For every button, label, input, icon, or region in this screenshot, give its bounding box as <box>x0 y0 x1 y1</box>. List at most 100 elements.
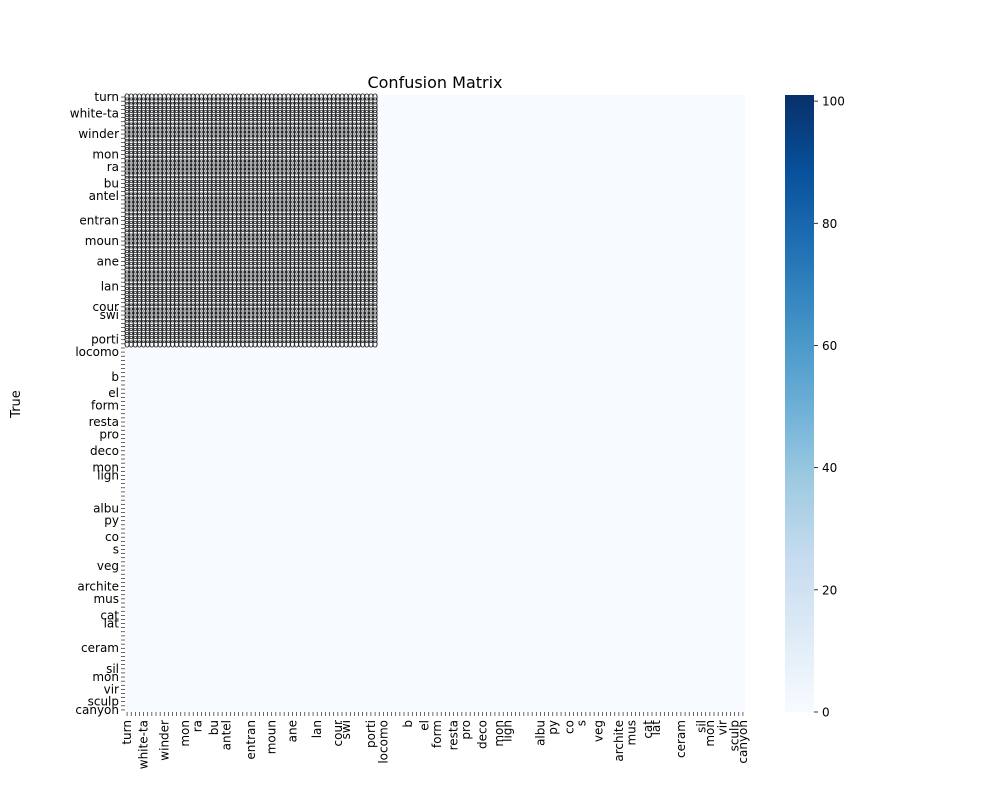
x-tick-label: turn <box>120 720 134 745</box>
cell-annotation: 0 <box>256 121 262 132</box>
cell-annotation: 0 <box>331 138 337 149</box>
cell-annotation: 0 <box>215 134 221 145</box>
cell-annotation: 0 <box>359 109 365 120</box>
cell-annotation: 0 <box>310 130 316 141</box>
cell-annotation: 0 <box>235 130 241 141</box>
cell-annotation: 0 <box>297 93 303 104</box>
cell-annotation: 0 <box>153 138 159 149</box>
cell-annotation: 0 <box>215 146 221 157</box>
cell-annotation: 0 <box>165 130 171 141</box>
cell-annotation: 0 <box>368 142 374 153</box>
cell-annotation: 0 <box>153 113 159 124</box>
cell-annotation: 0 <box>186 101 192 112</box>
cell-annotation: 0 <box>343 97 349 108</box>
cell-annotation: 0 <box>331 121 337 132</box>
cell-annotation: 0 <box>273 142 279 153</box>
x-tick-label: antel <box>219 720 233 750</box>
cell-annotation: 0 <box>161 97 167 108</box>
cell-annotation: 0 <box>198 105 204 116</box>
cell-annotation: 0 <box>293 101 299 112</box>
cell-annotation: 0 <box>285 138 291 149</box>
cell-annotation: 0 <box>252 121 258 132</box>
cell-annotation: 0 <box>260 142 266 153</box>
cell-annotation: 0 <box>289 138 295 149</box>
cell-annotation: 0 <box>153 105 159 116</box>
cell-annotation: 0 <box>235 97 241 108</box>
cell-annotation: 0 <box>182 125 188 136</box>
cell-annotation: 0 <box>227 93 233 104</box>
cell-annotation: 0 <box>289 125 295 136</box>
cell-annotation: 0 <box>215 130 221 141</box>
cell-annotation: 0 <box>132 97 138 108</box>
cell-annotation: 0 <box>364 109 370 120</box>
cell-annotation: 0 <box>297 101 303 112</box>
cell-annotation: 0 <box>314 125 320 136</box>
cell-annotation: 0 <box>326 109 332 120</box>
cell-annotation: 0 <box>359 117 365 128</box>
colorbar-tick-label: 20 <box>822 583 837 597</box>
cell-annotation: 0 <box>306 142 312 153</box>
cell-annotation: 0 <box>145 97 151 108</box>
cell-annotation: 0 <box>277 101 283 112</box>
cell-annotation: 0 <box>136 142 142 153</box>
cell-annotation: 0 <box>202 146 208 157</box>
cell-annotation: 0 <box>248 138 254 149</box>
cell-annotation: 0 <box>178 130 184 141</box>
cell-annotation: 0 <box>355 125 361 136</box>
cell-annotation: 0 <box>335 117 341 128</box>
cell-annotation: 0 <box>347 138 353 149</box>
cell-annotation: 0 <box>335 97 341 108</box>
cell-annotation: 0 <box>335 105 341 116</box>
cell-annotation: 0 <box>132 142 138 153</box>
cell-annotation: 0 <box>165 93 171 104</box>
cell-annotation: 0 <box>264 93 270 104</box>
cell-annotation: 0 <box>165 142 171 153</box>
cell-annotation: 0 <box>124 146 130 157</box>
cell-annotation: 0 <box>235 134 241 145</box>
cell-annotation: 0 <box>178 101 184 112</box>
cell-annotation: 0 <box>161 138 167 149</box>
cell-annotation: 0 <box>269 121 275 132</box>
cell-annotation: 0 <box>343 138 349 149</box>
cell-annotation: 0 <box>372 138 378 149</box>
cell-annotation: 0 <box>207 134 213 145</box>
y-tick-label: veg <box>97 559 119 573</box>
cell-annotation: 0 <box>182 134 188 145</box>
cell-annotation: 0 <box>190 113 196 124</box>
cell-annotation: 0 <box>219 138 225 149</box>
cell-annotation: 0 <box>331 130 337 141</box>
cell-annotation: 0 <box>211 146 217 157</box>
cell-annotation: 0 <box>318 113 324 124</box>
cell-annotation: 0 <box>128 113 134 124</box>
cell-annotation: 0 <box>128 134 134 145</box>
cell-annotation: 0 <box>140 121 146 132</box>
cell-annotation: 0 <box>157 113 163 124</box>
y-tick-label: turn <box>94 90 119 104</box>
cell-annotation: 0 <box>306 97 312 108</box>
cell-annotation: 0 <box>157 134 163 145</box>
cell-annotation: 0 <box>335 93 341 104</box>
cell-annotation: 0 <box>149 125 155 136</box>
cell-annotation: 0 <box>227 113 233 124</box>
cell-annotation: 0 <box>244 138 250 149</box>
cell-annotation: 0 <box>351 138 357 149</box>
cell-annotation: 0 <box>207 93 213 104</box>
cell-annotation: 0 <box>173 109 179 120</box>
cell-annotation: 0 <box>132 130 138 141</box>
cell-annotation: 0 <box>227 97 233 108</box>
cell-annotation: 0 <box>128 130 134 141</box>
cell-annotation: 0 <box>335 138 341 149</box>
cell-annotation: 0 <box>219 142 225 153</box>
cell-annotation: 0 <box>372 339 378 350</box>
cell-annotation: 0 <box>231 142 237 153</box>
cell-annotation: 0 <box>248 109 254 120</box>
cell-annotation: 0 <box>273 93 279 104</box>
cell-annotation: 0 <box>244 97 250 108</box>
cell-annotation: 0 <box>339 134 345 145</box>
cell-annotation: 0 <box>161 93 167 104</box>
cell-annotation: 0 <box>244 113 250 124</box>
cell-annotation: 0 <box>248 117 254 128</box>
cell-annotation: 0 <box>157 142 163 153</box>
cell-annotation: 0 <box>190 142 196 153</box>
cell-annotation: 0 <box>322 93 328 104</box>
